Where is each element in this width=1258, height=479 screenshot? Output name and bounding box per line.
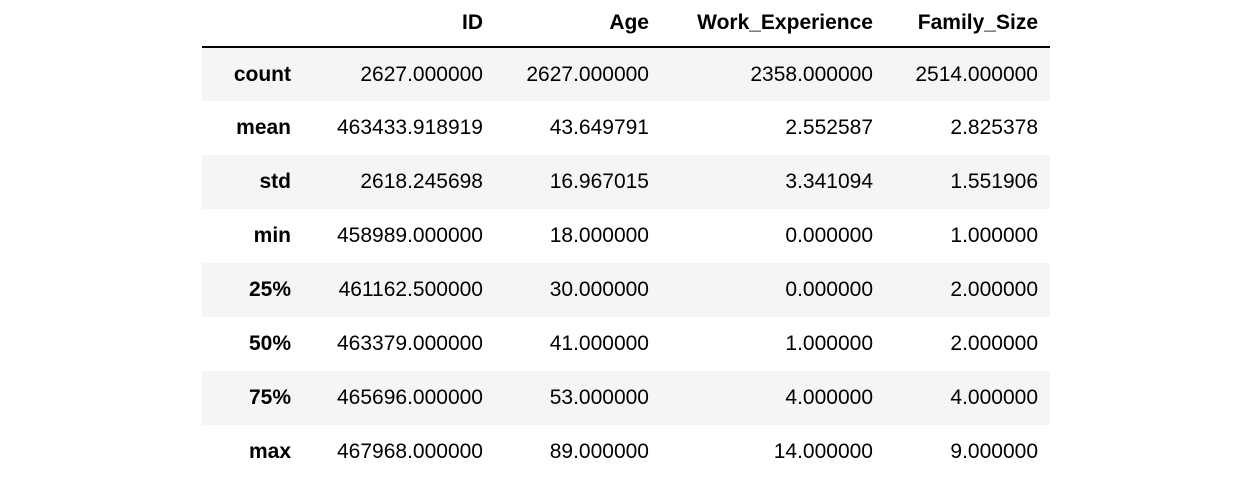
- table-cell: 2627.000000: [360, 62, 483, 86]
- table-cell: 89.000000: [549, 440, 649, 463]
- table-cell: 4.000000: [785, 386, 873, 409]
- table-cell: 4.000000: [950, 386, 1038, 409]
- row-label: std: [259, 170, 292, 193]
- row-label: min: [253, 224, 291, 247]
- table-cell: 0.000000: [785, 278, 873, 301]
- table-cell: 30.000000: [549, 278, 649, 301]
- table-cell: 1.000000: [950, 224, 1038, 247]
- table-cell: 16.967015: [549, 170, 649, 193]
- table-row: 50% 463379.000000 41.000000 1.000000 2.0…: [202, 317, 1050, 371]
- row-label: count: [233, 62, 291, 86]
- header-row: ID Age Work_Experience Family_Size: [202, 0, 1050, 48]
- dataframe-output: ID Age Work_Experience Family_Size count…: [202, 0, 1050, 479]
- table-cell: 2.825378: [950, 116, 1038, 139]
- table-cell: 2.000000: [950, 332, 1038, 355]
- table-cell: 465696.000000: [337, 386, 483, 409]
- table-cell: 9.000000: [950, 440, 1038, 463]
- table-cell: 461162.500000: [338, 278, 483, 301]
- column-header-id: ID: [303, 0, 495, 48]
- table-row: std 2618.245698 16.967015 3.341094 1.551…: [202, 155, 1050, 209]
- index-header: [202, 0, 303, 48]
- table-cell: 0.000000: [785, 224, 873, 247]
- table-cell: 2618.245698: [360, 170, 483, 193]
- table-row: max 467968.000000 89.000000 14.000000 9.…: [202, 425, 1050, 479]
- table-row: mean 463433.918919 43.649791 2.552587 2.…: [202, 101, 1050, 155]
- table-cell: 41.000000: [549, 332, 649, 355]
- table-cell: 458989.000000: [337, 224, 483, 247]
- column-header-age: Age: [495, 0, 661, 48]
- row-label: mean: [236, 116, 291, 139]
- table-cell: 2627.000000: [526, 62, 649, 86]
- table-cell: 467968.000000: [337, 440, 483, 463]
- row-label: 25%: [248, 278, 291, 301]
- table-cell: 2.000000: [950, 278, 1038, 301]
- row-label: max: [248, 440, 291, 463]
- table-cell: 14.000000: [773, 440, 873, 463]
- table-body: count 2627.000000 2627.000000 2358.00000…: [202, 47, 1050, 479]
- column-header-work-experience: Work_Experience: [661, 0, 885, 48]
- table-row: count 2627.000000 2627.000000 2358.00000…: [202, 47, 1050, 101]
- table-row: min 458989.000000 18.000000 0.000000 1.0…: [202, 209, 1050, 263]
- table-cell: 463433.918919: [337, 116, 483, 139]
- column-header-family-size: Family_Size: [885, 0, 1050, 48]
- describe-table: ID Age Work_Experience Family_Size count…: [202, 0, 1050, 479]
- row-label: 50%: [248, 332, 291, 355]
- table-row: 75% 465696.000000 53.000000 4.000000 4.0…: [202, 371, 1050, 425]
- table-cell: 2514.000000: [915, 62, 1038, 86]
- table-cell: 53.000000: [549, 386, 649, 409]
- table-cell: 2.552587: [785, 116, 873, 139]
- table-cell: 3.341094: [785, 170, 873, 193]
- table-header: ID Age Work_Experience Family_Size: [202, 0, 1050, 48]
- table-cell: 2358.000000: [750, 62, 873, 86]
- table-cell: 1.551906: [950, 170, 1038, 193]
- table-row: 25% 461162.500000 30.000000 0.000000 2.0…: [202, 263, 1050, 317]
- table-cell: 43.649791: [549, 116, 649, 139]
- table-cell: 18.000000: [549, 224, 649, 247]
- table-cell: 1.000000: [785, 332, 873, 355]
- row-label: 75%: [248, 386, 291, 409]
- table-cell: 463379.000000: [337, 332, 483, 355]
